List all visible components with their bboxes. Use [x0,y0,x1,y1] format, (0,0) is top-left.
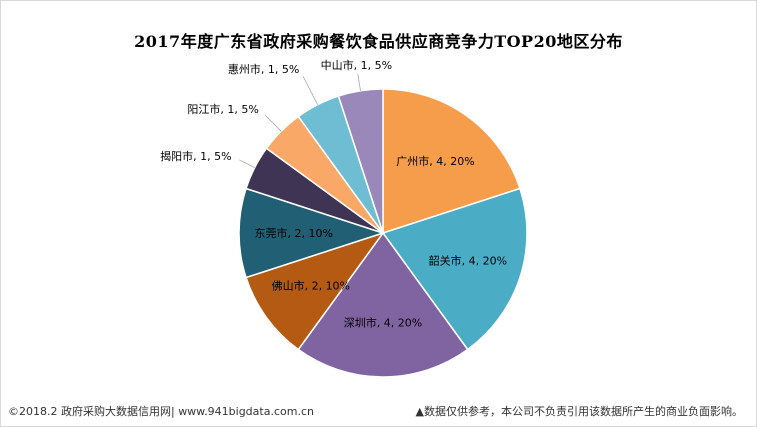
footer-disclaimer: ▲数据仅供参考，本公司不负责引用该数据所产生的商业负面影响。 [415,405,743,418]
footer-copyright: ©2018.2 政府采购大数据信用网| www.941bigdata.com.c… [8,405,314,418]
leader-line-6 [239,159,255,168]
slice-label-4: 佛山市, 2, 10% [272,279,350,293]
chart-title: 2017年度广东省政府采购餐饮食品供应商竞争力TOP20地区分布 [134,32,623,51]
slice-label-7: 阳江市, 1, 5% [187,102,258,116]
pie-slice-4 [245,231,385,351]
slice-label-6: 揭阳市, 1, 5% [160,149,231,163]
slice-label-1: 广州市, 4, 20% [396,154,474,168]
slice-label-8: 惠州市, 1, 5% [228,62,299,76]
pie-slice-3 [297,231,469,378]
pie-slice-1 [382,88,521,235]
leader-line-7 [264,114,282,132]
slice-label-5: 东莞市, 2, 10% [254,226,332,240]
pie-slice-2 [381,187,528,351]
leader-line-8 [302,76,318,105]
slice-label-9: 中山市, 1, 5% [321,58,392,72]
slice-label-3: 深圳市, 4, 20% [344,315,422,329]
leader-line-9 [357,73,361,91]
pie-slice-5 [238,187,386,279]
slice-label-2: 韶关市, 4, 20% [429,254,507,268]
pie-slice-9 [337,88,384,234]
